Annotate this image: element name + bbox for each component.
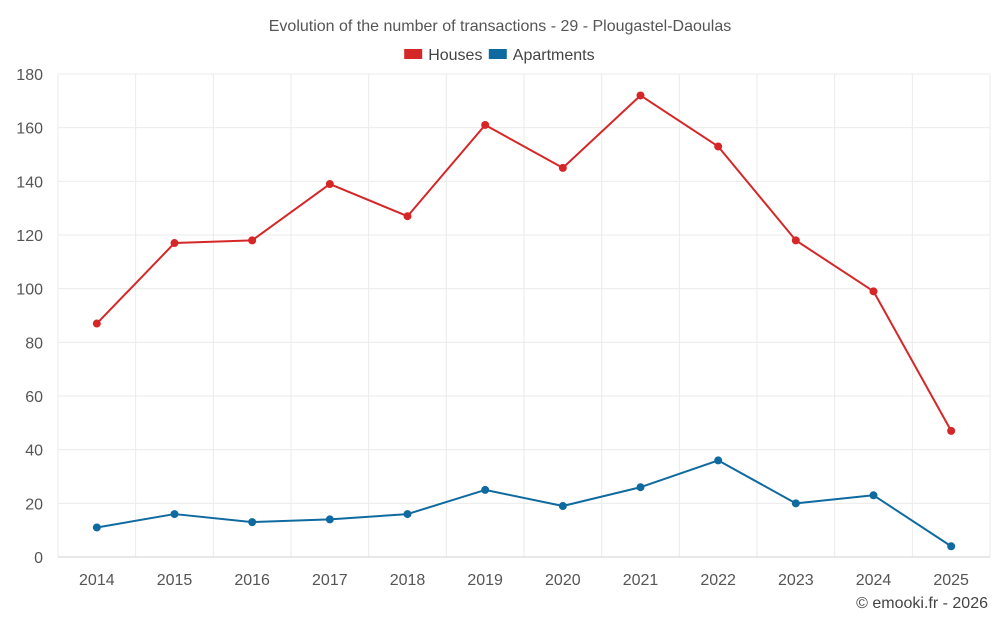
legend[interactable]: Houses Apartments	[404, 47, 595, 64]
data-point-houses[interactable]	[636, 91, 645, 100]
y-axis-ticks: 0 20 40 60 80 100 120 140 160 180	[16, 67, 43, 567]
y-tick-label: 140	[16, 174, 43, 191]
legend-swatch	[404, 49, 423, 59]
y-tick-label: 80	[25, 335, 43, 352]
x-tick-label: 2023	[778, 572, 814, 589]
legend-label: Apartments	[513, 47, 595, 64]
legend-swatch	[488, 49, 507, 59]
x-tick-label: 2014	[79, 572, 115, 589]
y-tick-label: 180	[16, 67, 43, 84]
data-point-houses[interactable]	[92, 319, 101, 328]
data-point-apartments[interactable]	[636, 483, 645, 492]
y-tick-label: 120	[16, 228, 43, 245]
y-tick-label: 160	[16, 121, 43, 138]
data-point-houses[interactable]	[248, 236, 257, 245]
series-line-apartments[interactable]	[96, 459, 952, 548]
y-tick-label: 40	[25, 443, 43, 460]
data-point-houses[interactable]	[325, 180, 334, 189]
data-point-houses[interactable]	[403, 212, 412, 221]
legend-item-houses[interactable]: Houses	[404, 47, 482, 64]
data-point-apartments[interactable]	[947, 542, 956, 551]
data-point-houses[interactable]	[714, 142, 723, 151]
data-point-houses[interactable]	[481, 120, 490, 129]
series-group	[92, 91, 956, 551]
data-point-apartments[interactable]	[714, 456, 723, 465]
x-tick-label: 2016	[234, 572, 270, 589]
y-tick-label: 0	[34, 550, 43, 567]
data-point-apartments[interactable]	[558, 502, 567, 511]
data-point-apartments[interactable]	[325, 515, 334, 524]
x-tick-label: 2017	[312, 572, 348, 589]
data-point-houses[interactable]	[558, 163, 567, 172]
y-tick-label: 20	[25, 496, 43, 513]
x-axis-ticks: 2014 2015 2016 2017 2018 2019 2020 2021 2022 2023…	[79, 572, 969, 589]
x-tick-label: 2022	[700, 572, 736, 589]
data-point-houses[interactable]	[947, 426, 956, 435]
x-tick-label: 2018	[390, 572, 426, 589]
data-point-apartments[interactable]	[92, 523, 101, 532]
data-point-apartments[interactable]	[791, 499, 800, 508]
data-point-apartments[interactable]	[869, 491, 878, 500]
credit-text: © emooki.fr - 2026	[856, 595, 988, 612]
x-tick-label: 2020	[545, 572, 581, 589]
x-tick-label: 2015	[157, 572, 193, 589]
data-point-apartments[interactable]	[403, 510, 412, 519]
grid-y	[58, 73, 990, 504]
x-tick-label: 2025	[933, 572, 969, 589]
legend-item-apartments[interactable]: Apartments	[488, 47, 595, 64]
legend-label: Houses	[428, 47, 482, 64]
data-point-houses[interactable]	[869, 287, 878, 296]
y-tick-label: 100	[16, 282, 43, 299]
data-point-houses[interactable]	[170, 239, 179, 248]
data-point-apartments[interactable]	[481, 485, 490, 494]
x-tick-label: 2021	[623, 572, 659, 589]
data-point-apartments[interactable]	[170, 510, 179, 519]
data-point-apartments[interactable]	[248, 518, 257, 527]
x-tick-label: 2019	[467, 572, 503, 589]
chart-title: Evolution of the number of transactions …	[269, 18, 731, 35]
series-line-houses[interactable]	[96, 94, 953, 432]
data-point-houses[interactable]	[791, 236, 800, 245]
x-tick-label: 2024	[856, 572, 892, 589]
grid-x	[57, 74, 991, 557]
y-tick-label: 60	[25, 389, 43, 406]
